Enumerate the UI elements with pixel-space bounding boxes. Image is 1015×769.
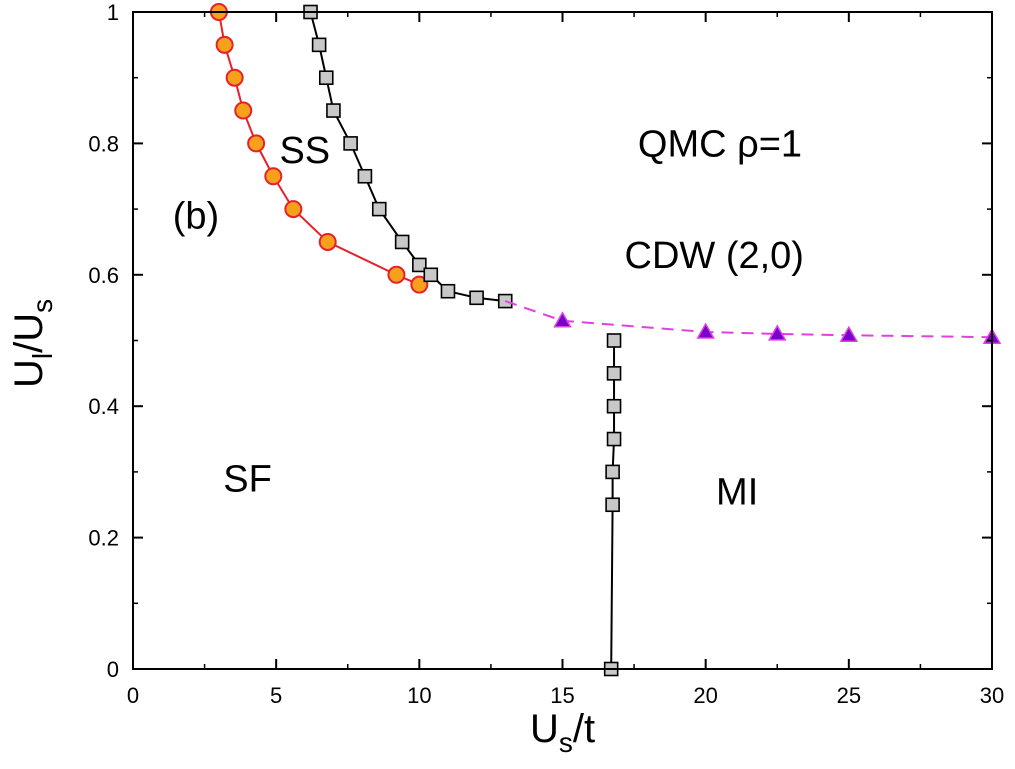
data-point	[553, 311, 572, 328]
data-point	[839, 325, 859, 342]
data-point	[371, 201, 387, 217]
annotation-layer: QMC ρ=1 CDW (2,0) SS (b) SF MI	[173, 123, 804, 513]
plot-frame	[132, 11, 993, 670]
y-tick-label: 0.2	[88, 526, 119, 551]
data-point	[387, 265, 406, 284]
y-tick-label: 0.6	[88, 263, 119, 288]
region-label: MI	[716, 472, 758, 514]
data-point	[343, 136, 358, 151]
region-label: CDW (2,0)	[625, 235, 804, 277]
data-point	[423, 267, 439, 283]
x-axis-label-sub: s	[559, 727, 573, 758]
region-label: QMC ρ=1	[638, 123, 802, 165]
y-tick-label: 0.4	[88, 394, 119, 419]
data-point	[606, 431, 622, 447]
data-point	[605, 464, 620, 480]
y-axis-label-mid: /U	[7, 313, 51, 353]
data-point	[225, 68, 244, 87]
x-tick-label: 30	[980, 683, 1004, 708]
data-point	[767, 324, 787, 341]
series-black-line-gray-squares-vertical	[603, 333, 622, 677]
data-point	[606, 333, 622, 348]
series-magenta-dashed-triangles	[504, 300, 1002, 344]
region-label: SS	[279, 130, 330, 172]
series-line	[504, 300, 993, 339]
x-axis-label-main: U	[530, 707, 559, 751]
data-point	[234, 101, 253, 120]
y-tick-label: 0	[107, 657, 119, 682]
y-axis-label: Ul/Us	[7, 299, 58, 388]
data-point	[357, 168, 373, 184]
x-tick-label: 20	[693, 683, 717, 708]
y-tick-label: 1	[107, 0, 119, 25]
data-point	[318, 70, 334, 85]
data-point	[469, 290, 484, 306]
data-point	[696, 322, 715, 339]
y-axis-label-main: U	[7, 359, 51, 388]
x-axis-label-tail: /t	[573, 707, 595, 751]
x-axis-label: Us/t	[530, 707, 595, 758]
data-point	[410, 275, 429, 294]
data-point	[264, 167, 283, 186]
x-tick-label: 25	[837, 683, 861, 708]
data-point	[247, 134, 266, 153]
y-tick-label: 0.8	[88, 131, 119, 156]
region-label: SF	[223, 458, 272, 500]
data-point	[311, 37, 327, 53]
series-line	[217, 11, 420, 286]
series-red-line-orange-circles	[209, 3, 429, 294]
y-axis-label-sub: l	[27, 353, 58, 359]
x-tick-label: 15	[550, 683, 574, 708]
data-point	[605, 497, 620, 513]
x-tick-label: 5	[270, 683, 282, 708]
x-tick-label: 0	[127, 683, 139, 708]
data-point	[440, 283, 456, 299]
y-axis-label-sub2: s	[27, 299, 58, 313]
data-point	[318, 232, 337, 251]
data-point	[284, 200, 303, 219]
x-tick-label: 10	[407, 683, 431, 708]
data-point	[215, 35, 234, 54]
data-point	[326, 103, 341, 118]
data-point	[412, 257, 427, 273]
data-point	[606, 398, 622, 414]
data-point	[394, 234, 410, 250]
region-label: (b)	[173, 196, 219, 238]
series-layer	[209, 3, 1002, 677]
data-point	[606, 366, 622, 381]
